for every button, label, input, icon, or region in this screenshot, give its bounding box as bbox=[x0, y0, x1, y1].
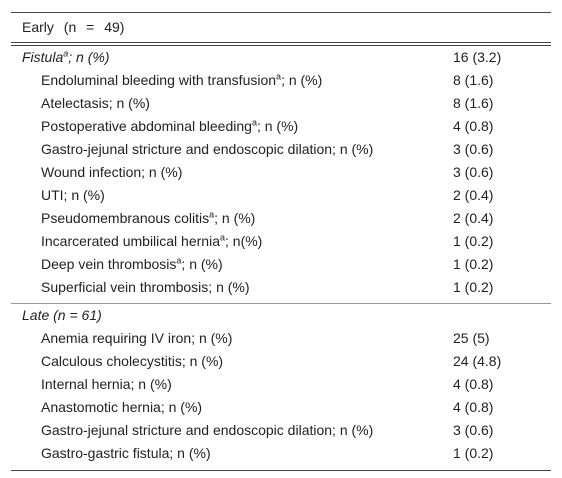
row-label: Late (n = 61) bbox=[22, 304, 102, 327]
row-label: Anastomotic hernia; n (%) bbox=[41, 396, 202, 419]
label-text: ; n (%) bbox=[68, 49, 110, 65]
label-text: Gastro-jejunal stricture and endoscopic … bbox=[41, 422, 374, 438]
row-value: 1 (0.2) bbox=[453, 279, 494, 295]
label-text: Incarcerated umbilical hernia bbox=[41, 233, 220, 249]
table-row: Calculous cholecystitis; n (%) 24 (4.8) bbox=[11, 350, 551, 373]
row-label: Internal hernia; n (%) bbox=[41, 373, 172, 396]
label-text: Endoluminal bleeding with transfusion bbox=[41, 72, 277, 88]
row-value: 3 (0.6) bbox=[453, 164, 494, 180]
label-text: ; n(%) bbox=[225, 233, 263, 249]
row-label: Gastro-jejunal stricture and endoscopic … bbox=[41, 138, 373, 161]
table-row: Anastomotic hernia; n (%) 4 (0.8) bbox=[11, 396, 551, 419]
superscript: a bbox=[219, 232, 225, 243]
label-text: Gastro-gastric fistula; n (%) bbox=[41, 445, 211, 461]
row-label: Deep vein thrombosisa; n (%) bbox=[41, 253, 223, 276]
row-label: Superficial vein thrombosis; n (%) bbox=[41, 276, 250, 299]
row-label: Wound infection; n (%) bbox=[41, 161, 182, 184]
row-value: 4 (0.8) bbox=[453, 399, 494, 415]
row-value: 24 (4.8) bbox=[453, 353, 502, 369]
label-text: Internal hernia; n (%) bbox=[41, 376, 172, 392]
row-value: 1 (0.2) bbox=[453, 256, 494, 272]
rule bbox=[11, 303, 551, 304]
label-text: Pseudomembranous colitis bbox=[41, 210, 210, 226]
superscript: a bbox=[251, 117, 257, 128]
label-text: ; n (%) bbox=[281, 72, 323, 88]
table-row: Gastro-jejunal stricture and endoscopic … bbox=[11, 138, 551, 161]
row-label: Postoperative abdominal bleedinga; n (%) bbox=[41, 115, 298, 138]
superscript: a bbox=[63, 48, 69, 59]
superscript: a bbox=[276, 71, 282, 82]
label-text: UTI; n (%) bbox=[41, 187, 105, 203]
table: Early (n = 49) Fistulaa; n (%) 16 (3.2) En… bbox=[11, 12, 551, 471]
row-value: 8 (1.6) bbox=[453, 72, 494, 88]
table-row: Atelectasis; n (%) 8 (1.6) bbox=[11, 92, 551, 115]
label-text: Fistula bbox=[22, 49, 64, 65]
superscript: a bbox=[176, 255, 182, 266]
superscript: a bbox=[209, 209, 215, 220]
row-label: Calculous cholecystitis; n (%) bbox=[41, 350, 223, 373]
label-text: Postoperative abdominal bleeding bbox=[41, 118, 252, 134]
row-label: Fistulaa; n (%) bbox=[22, 46, 109, 69]
row-value: 1 (0.2) bbox=[453, 233, 494, 249]
row-label: Incarcerated umbilical herniaa; n(%) bbox=[41, 230, 262, 253]
label-text: Deep vein thrombosis bbox=[41, 256, 177, 272]
row-value: 2 (0.4) bbox=[453, 210, 494, 226]
row-value: 3 (0.6) bbox=[453, 141, 494, 157]
table-row: Postoperative abdominal bleedinga; n (%)… bbox=[11, 115, 551, 138]
label-text: ; n (%) bbox=[256, 118, 299, 134]
label-text: Anemia requiring IV iron; n (%) bbox=[41, 330, 233, 346]
rule bbox=[11, 470, 551, 471]
header-text: Early (n = 49) bbox=[22, 19, 125, 35]
label-text: Superficial vein thrombosis; n (%) bbox=[41, 279, 250, 295]
label-text: Wound infection; n (%) bbox=[41, 164, 183, 180]
label-text: Anastomotic hernia; n (%) bbox=[41, 399, 203, 415]
table-row: Internal hernia; n (%) 4 (0.8) bbox=[11, 373, 551, 396]
label-text: Gastro-jejunal stricture and endoscopic … bbox=[41, 141, 374, 157]
table-row: Endoluminal bleeding with transfusiona; … bbox=[11, 69, 551, 92]
row-value: 4 (0.8) bbox=[453, 118, 494, 134]
row-value: 3 (0.6) bbox=[453, 422, 494, 438]
row-label: Gastro-jejunal stricture and endoscopic … bbox=[41, 419, 373, 442]
row-value: 4 (0.8) bbox=[453, 376, 494, 392]
label-text: Late (n = 61) bbox=[22, 307, 102, 323]
table-row: Gastro-gastric fistula; n (%) 1 (0.2) bbox=[11, 442, 551, 465]
table-row: Deep vein thrombosisa; n (%) 1 (0.2) bbox=[11, 253, 551, 276]
row-value: 8 (1.6) bbox=[453, 95, 494, 111]
row-label: Endoluminal bleeding with transfusiona; … bbox=[41, 69, 322, 92]
row-label: UTI; n (%) bbox=[41, 184, 105, 207]
table-header: Early (n = 49) bbox=[11, 12, 551, 43]
row-value: 16 (3.2) bbox=[453, 49, 502, 65]
row-value: 25 (5) bbox=[453, 330, 490, 346]
label-text: Atelectasis; n (%) bbox=[41, 95, 150, 111]
label-text: ; n (%) bbox=[181, 256, 223, 272]
row-label: Atelectasis; n (%) bbox=[41, 92, 150, 115]
table-row: Pseudomembranous colitisa; n (%) 2 (0.4) bbox=[11, 207, 551, 230]
label-text: Calculous cholecystitis; n (%) bbox=[41, 353, 224, 369]
rule bbox=[11, 45, 551, 46]
section-row: Late (n = 61) bbox=[11, 304, 551, 327]
row-label: Anemia requiring IV iron; n (%) bbox=[41, 327, 232, 350]
table-row: Incarcerated umbilical herniaa; n(%) 1 (0… bbox=[11, 230, 551, 253]
table-row: Anemia requiring IV iron; n (%) 25 (5) bbox=[11, 327, 551, 350]
table-row: Superficial vein thrombosis; n (%) 1 (0.2… bbox=[11, 276, 551, 299]
table-row: UTI; n (%) 2 (0.4) bbox=[11, 184, 551, 207]
row-label: Pseudomembranous colitisa; n (%) bbox=[41, 207, 255, 230]
label-text: ; n (%) bbox=[214, 210, 256, 226]
section-row: Fistulaa; n (%) 16 (3.2) bbox=[11, 46, 551, 69]
table-row: Gastro-jejunal stricture and endoscopic … bbox=[11, 419, 551, 442]
row-value: 1 (0.2) bbox=[453, 445, 494, 461]
table-row: Wound infection; n (%) 3 (0.6) bbox=[11, 161, 551, 184]
row-value: 2 (0.4) bbox=[453, 187, 494, 203]
row-label: Gastro-gastric fistula; n (%) bbox=[41, 442, 211, 465]
